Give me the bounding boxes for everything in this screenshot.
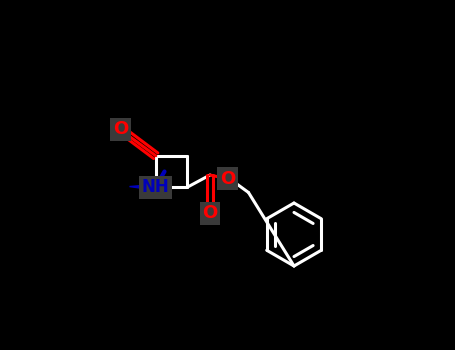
Text: NH: NH — [142, 178, 170, 196]
Polygon shape — [130, 184, 154, 190]
Text: O: O — [202, 204, 217, 223]
Text: O: O — [113, 120, 128, 139]
Text: O: O — [220, 169, 235, 188]
